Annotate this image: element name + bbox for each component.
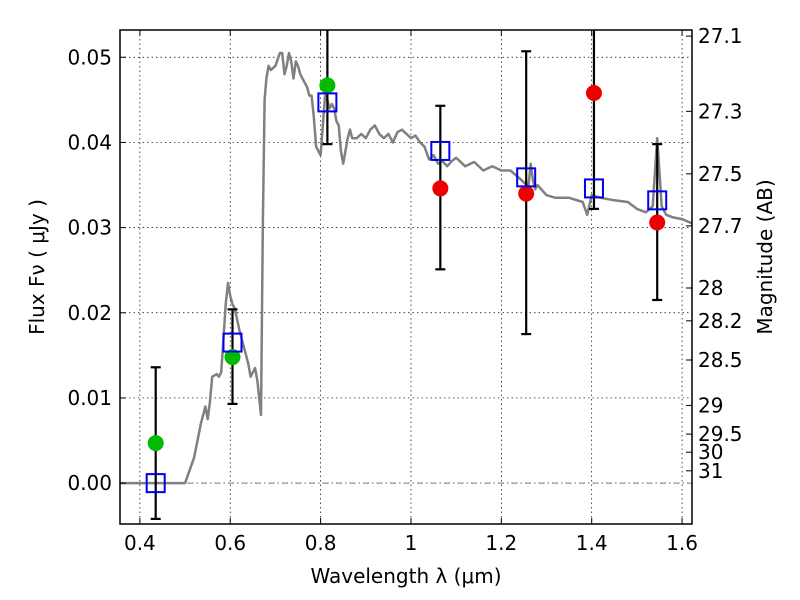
detection-point bbox=[319, 77, 336, 94]
x-tick-label: 1.6 bbox=[666, 531, 698, 555]
axes-frame bbox=[119, 29, 693, 525]
non-detection-point bbox=[518, 185, 535, 202]
x-axis-label: Wavelength λ (μm) bbox=[310, 564, 501, 588]
magnitude-tick-label: 28 bbox=[698, 276, 723, 300]
x-tick-label: 1.2 bbox=[485, 531, 517, 555]
model-flux-square bbox=[222, 332, 243, 353]
non-detection-point bbox=[432, 180, 449, 197]
x-tick-label: 0.6 bbox=[214, 531, 246, 555]
magnitude-tick-label: 29.5 bbox=[698, 422, 743, 446]
grid bbox=[120, 30, 692, 524]
model-flux-square bbox=[145, 473, 166, 494]
magnitude-tick-label: 29 bbox=[698, 393, 723, 417]
magnitude-tick-label: 30 bbox=[698, 440, 723, 464]
magnitude-tick-label: 27.1 bbox=[698, 24, 743, 48]
y-tick-label: 0.03 bbox=[67, 216, 112, 240]
x-axis: 0.4 0.6 0.8 1 1.2 1.4 1.6 bbox=[124, 30, 698, 555]
magnitude-tick-label: 31 bbox=[698, 459, 723, 483]
detection-point bbox=[224, 349, 241, 366]
x-tick-label: 0.4 bbox=[124, 531, 156, 555]
magnitude-tick-label: 27.7 bbox=[698, 214, 743, 238]
y-axis-left: 0.00 0.01 0.02 0.03 0.04 0.05 bbox=[67, 45, 126, 495]
x-tick-label: 1.4 bbox=[576, 531, 608, 555]
x-tick-label: 0.8 bbox=[305, 531, 337, 555]
detection-point bbox=[147, 435, 164, 452]
x-tick-label: 1 bbox=[405, 531, 418, 555]
y-axis-label: Flux Fν ( μJy ) bbox=[25, 199, 49, 335]
error-bar bbox=[322, 30, 333, 146]
magnitude-tick-label: 28.5 bbox=[698, 348, 743, 372]
magnitude-tick-label: 27.3 bbox=[698, 99, 743, 123]
model-flux-square bbox=[516, 167, 537, 188]
y-tick-label: 0.05 bbox=[67, 45, 112, 69]
plot-area bbox=[120, 30, 692, 520]
y-tick-label: 0.00 bbox=[67, 471, 112, 495]
magnitude-axis-label: Magnitude (AB) bbox=[753, 179, 777, 334]
magnitude-tick-label: 28.2 bbox=[698, 309, 743, 333]
error-bar bbox=[588, 30, 599, 210]
y-tick-label: 0.02 bbox=[67, 301, 112, 325]
magnitude-tick-label: 27.5 bbox=[698, 162, 743, 186]
model-flux-square bbox=[430, 140, 451, 161]
model-flux-square bbox=[647, 190, 668, 211]
model-flux-square bbox=[583, 178, 604, 199]
non-detection-point bbox=[585, 85, 602, 102]
non-detection-point bbox=[649, 214, 666, 231]
spectrum-line bbox=[120, 51, 692, 485]
y-tick-label: 0.01 bbox=[67, 386, 112, 410]
y-tick-label: 0.04 bbox=[67, 130, 112, 154]
model-flux-square bbox=[317, 92, 338, 113]
